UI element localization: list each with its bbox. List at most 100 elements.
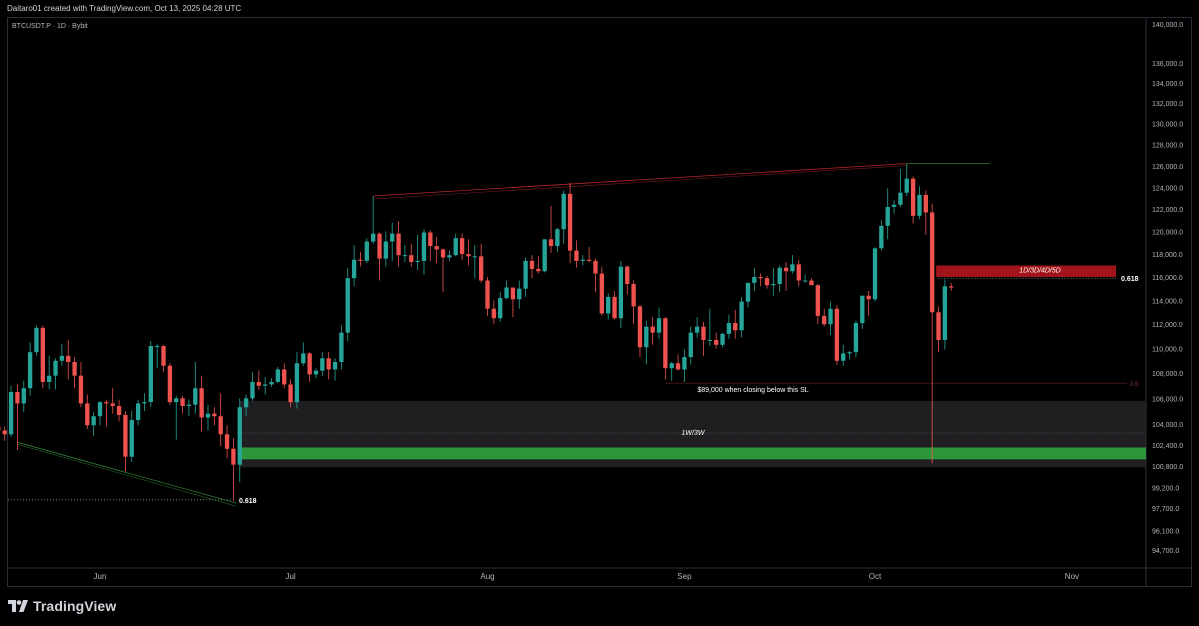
candle-down[interactable] bbox=[167, 365, 173, 403]
candle-up[interactable] bbox=[415, 260, 420, 263]
candle-up[interactable] bbox=[904, 178, 909, 193]
candle-down[interactable] bbox=[701, 326, 706, 340]
candle-up[interactable] bbox=[790, 264, 795, 272]
candle-down[interactable] bbox=[548, 239, 554, 247]
candle-up[interactable] bbox=[174, 398, 179, 403]
candle-up[interactable] bbox=[555, 229, 560, 247]
tradingview-logo[interactable]: TradingView bbox=[8, 598, 116, 614]
candle-down[interactable] bbox=[40, 327, 45, 382]
candle-down[interactable] bbox=[256, 381, 261, 386]
candle-up[interactable] bbox=[402, 255, 408, 257]
candle-down[interactable] bbox=[434, 246, 439, 250]
candle-up[interactable] bbox=[383, 241, 389, 259]
candle-up[interactable] bbox=[186, 404, 192, 406]
candle-down[interactable] bbox=[199, 388, 204, 418]
candle-down[interactable] bbox=[593, 260, 598, 274]
candle-down[interactable] bbox=[536, 268, 541, 272]
candle-up[interactable] bbox=[720, 333, 725, 345]
candle-down[interactable] bbox=[459, 238, 465, 255]
candle-up[interactable] bbox=[656, 318, 662, 333]
candle-up[interactable] bbox=[707, 339, 712, 341]
bottom-trendline[interactable] bbox=[16, 441, 237, 504]
candle-up[interactable] bbox=[155, 346, 160, 348]
candle-down[interactable] bbox=[822, 315, 827, 325]
candle-up[interactable] bbox=[447, 255, 452, 258]
candle-down[interactable] bbox=[78, 375, 84, 404]
candle-up[interactable] bbox=[320, 358, 325, 371]
candle-up[interactable] bbox=[364, 241, 369, 261]
chart-panel[interactable] bbox=[7, 17, 1192, 587]
candle-up[interactable] bbox=[694, 326, 700, 333]
candle-up[interactable] bbox=[523, 260, 528, 289]
candle-down[interactable] bbox=[529, 260, 535, 269]
candle-down[interactable] bbox=[612, 296, 617, 319]
candle-down[interactable] bbox=[491, 308, 497, 319]
candle-up[interactable] bbox=[332, 362, 338, 370]
candle-up[interactable] bbox=[301, 353, 306, 364]
candle-down[interactable] bbox=[663, 318, 668, 369]
candle-up[interactable] bbox=[682, 357, 687, 370]
candle-up[interactable] bbox=[847, 352, 852, 354]
candle-down[interactable] bbox=[307, 353, 312, 375]
candle-down[interactable] bbox=[650, 326, 655, 333]
candle-up[interactable] bbox=[97, 402, 103, 417]
candle-up[interactable] bbox=[580, 259, 585, 261]
candle-down[interactable] bbox=[834, 308, 840, 361]
candle-up[interactable] bbox=[688, 332, 693, 358]
candle-down[interactable] bbox=[631, 284, 636, 307]
candle-down[interactable] bbox=[428, 232, 433, 247]
candle-down[interactable] bbox=[815, 285, 820, 316]
candle-down[interactable] bbox=[936, 312, 941, 340]
candle-down[interactable] bbox=[567, 193, 573, 251]
candle-down[interactable] bbox=[85, 403, 90, 426]
candle-up[interactable] bbox=[390, 233, 395, 242]
candle-down[interactable] bbox=[466, 254, 471, 257]
candle-down[interactable] bbox=[15, 391, 20, 404]
candle-down[interactable] bbox=[123, 414, 128, 457]
candle-down[interactable] bbox=[796, 264, 801, 281]
candle-up[interactable] bbox=[917, 194, 922, 216]
candle-up[interactable] bbox=[47, 375, 52, 382]
candle-up[interactable] bbox=[606, 296, 611, 314]
candle-down[interactable] bbox=[733, 323, 738, 331]
candle-up[interactable] bbox=[517, 288, 522, 300]
candle-up[interactable] bbox=[21, 388, 26, 404]
candle-up[interactable] bbox=[726, 323, 732, 334]
candle-down[interactable] bbox=[930, 212, 935, 313]
candle-up[interactable] bbox=[853, 323, 859, 353]
top-trendline-inner[interactable] bbox=[373, 165, 907, 200]
candle-up[interactable] bbox=[860, 295, 865, 324]
candle-down[interactable] bbox=[104, 402, 109, 404]
candle-up[interactable] bbox=[34, 327, 39, 353]
green-band[interactable] bbox=[239, 447, 1147, 460]
candle-up[interactable] bbox=[269, 381, 274, 385]
candle-up[interactable] bbox=[504, 287, 509, 299]
candle-up[interactable] bbox=[618, 266, 624, 319]
candle-up[interactable] bbox=[802, 280, 808, 282]
candle-down[interactable] bbox=[910, 178, 916, 216]
candle-down[interactable] bbox=[809, 280, 814, 286]
candle-up[interactable] bbox=[472, 256, 477, 258]
candle-down[interactable] bbox=[358, 259, 363, 261]
candle-up[interactable] bbox=[879, 225, 884, 249]
candle-up[interactable] bbox=[263, 384, 268, 386]
candle-down[interactable] bbox=[599, 273, 605, 314]
candle-up[interactable] bbox=[453, 238, 458, 256]
candle-up[interactable] bbox=[872, 248, 878, 300]
candle-up[interactable] bbox=[542, 239, 547, 272]
candle-up[interactable] bbox=[752, 277, 757, 283]
candle-down[interactable] bbox=[72, 362, 77, 376]
candle-up[interactable] bbox=[370, 233, 376, 242]
candle-down[interactable] bbox=[2, 430, 7, 435]
candle-down[interactable] bbox=[396, 233, 401, 256]
candle-up[interactable] bbox=[421, 232, 427, 261]
candle-down[interactable] bbox=[440, 249, 446, 258]
candle-down[interactable] bbox=[66, 355, 71, 363]
candle-down[interactable] bbox=[485, 280, 490, 309]
candle-up[interactable] bbox=[898, 192, 903, 205]
candle-up[interactable] bbox=[27, 352, 33, 389]
candle-down[interactable] bbox=[637, 306, 643, 348]
candle-up[interactable] bbox=[193, 388, 198, 405]
candle-up[interactable] bbox=[8, 391, 14, 435]
candle-down[interactable] bbox=[288, 384, 293, 403]
